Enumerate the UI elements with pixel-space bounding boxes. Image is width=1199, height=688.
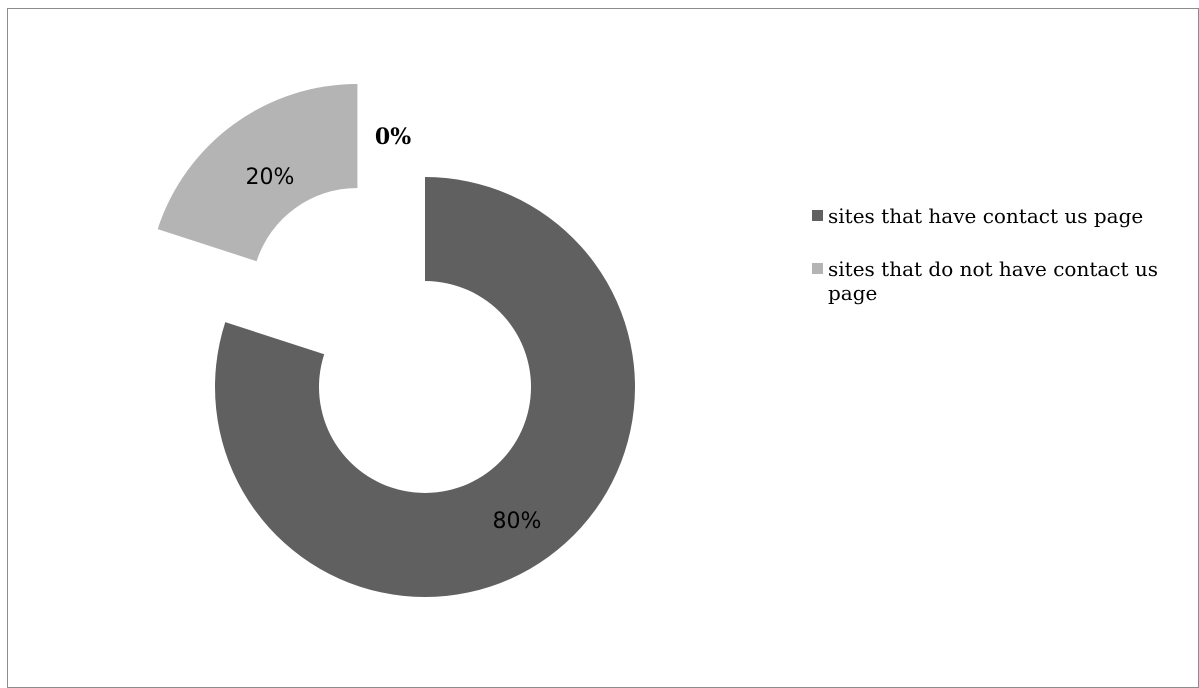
slices-layer — [157, 83, 636, 598]
labels-layer: 80% 20% 0% — [246, 124, 542, 534]
doughnut-chart: 80% 20% 0% — [157, 83, 636, 598]
legend-label-no-contact-page: sites that do not have contact us page — [828, 257, 1159, 305]
data-label-80: 80% — [493, 509, 542, 534]
legend-swatch-no-contact-page — [812, 263, 823, 274]
data-label-20: 20% — [246, 165, 295, 190]
slice-has-contact-page — [215, 177, 636, 598]
legend-label-has-contact-page: sites that have contact us page — [828, 204, 1144, 228]
data-label-0: 0% — [375, 124, 411, 150]
slice-no-contact-page — [157, 83, 358, 262]
legend-swatch-has-contact-page — [812, 210, 823, 221]
legend-item-no-contact-page: sites that do not have contact us page — [812, 257, 1197, 305]
legend-item-has-contact-page: sites that have contact us page — [812, 204, 1197, 228]
legend: sites that have contact us page sites th… — [812, 204, 1197, 334]
